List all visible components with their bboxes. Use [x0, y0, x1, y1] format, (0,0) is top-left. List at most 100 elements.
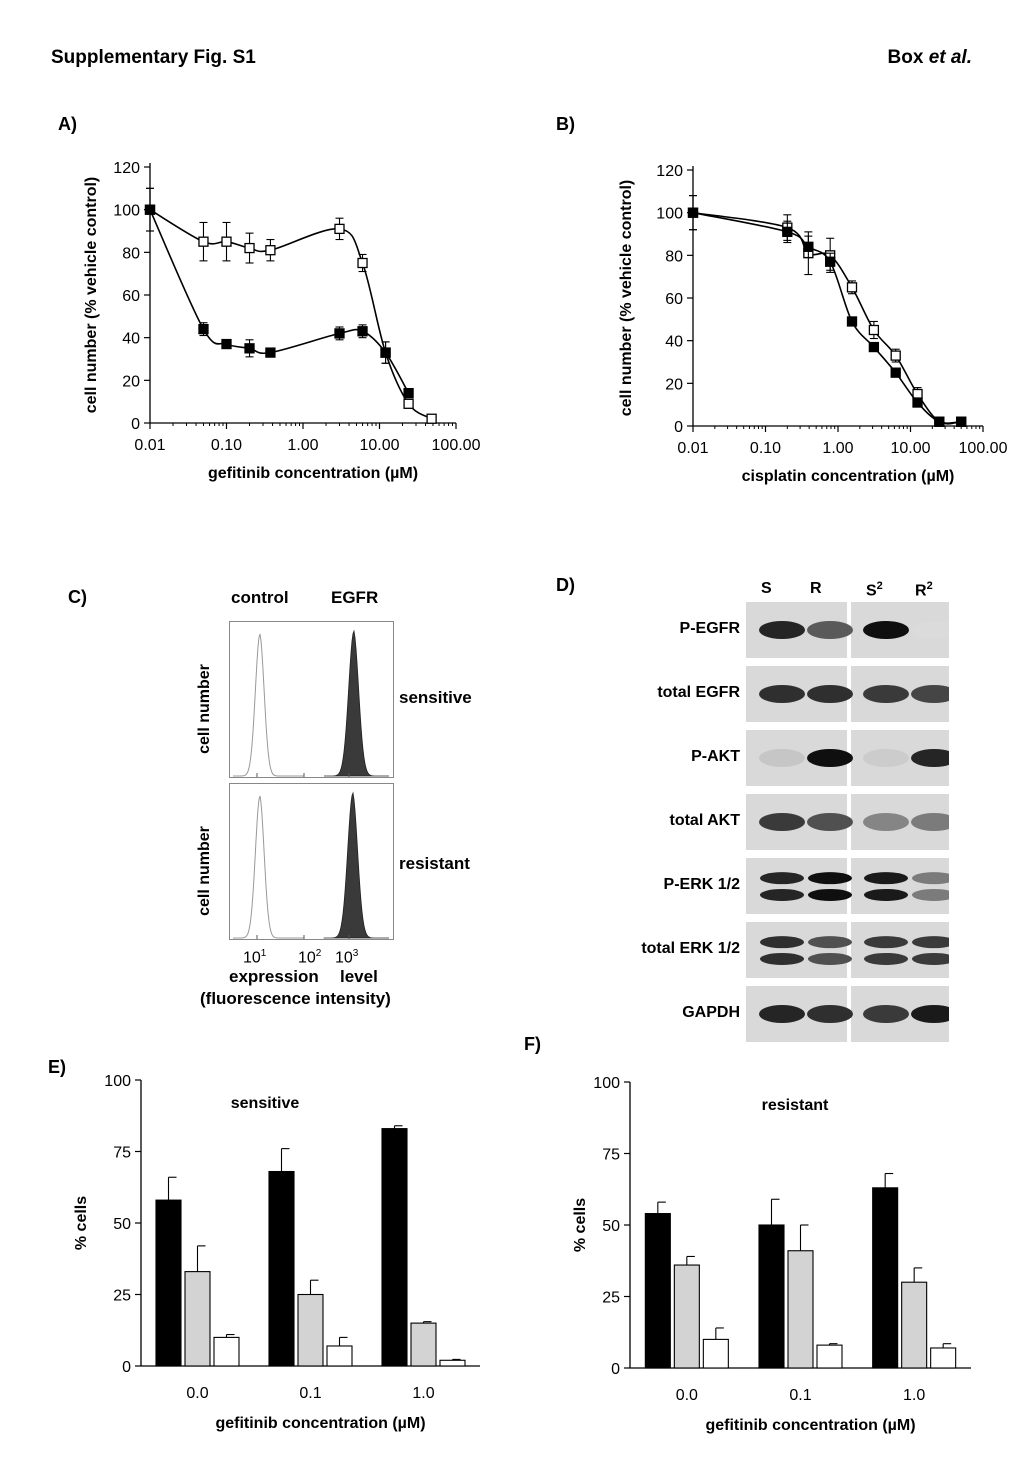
- data-point: [244, 343, 255, 354]
- lane-label-s: S: [761, 580, 772, 597]
- x-tick-label: 0.01: [134, 437, 165, 454]
- data-point: [334, 328, 345, 339]
- blot-band: [911, 1005, 949, 1023]
- bar: [410, 1322, 437, 1367]
- blot-row-label: P-EGFR: [679, 620, 740, 637]
- blot-band: [759, 1005, 805, 1023]
- y-axis-label: % cells: [73, 1196, 90, 1250]
- x-axis-label: gefitinib concentration (µM): [208, 465, 418, 482]
- chart-title: sensitive: [231, 1095, 300, 1112]
- blot-row-label: total EGFR: [657, 684, 740, 701]
- y-tick-label: 80: [122, 245, 140, 262]
- flow-row-resistant: resistant: [399, 854, 470, 873]
- blot-band: [807, 749, 853, 767]
- x-axis-label: gefitinib concentration (µM): [705, 1417, 915, 1434]
- blot-band: [808, 872, 852, 885]
- blot-band: [807, 621, 853, 639]
- y-tick-label: 120: [113, 160, 140, 177]
- data-point: [403, 398, 414, 409]
- egfr-histogram: [324, 791, 389, 939]
- blot-band: [912, 936, 949, 949]
- flow-xlabel-level: level: [340, 967, 378, 986]
- data-point: [825, 256, 836, 267]
- y-tick-label: 60: [665, 291, 683, 308]
- blot-band: [912, 872, 949, 885]
- blot-band: [863, 813, 909, 831]
- y-tick-label: 100: [593, 1075, 620, 1092]
- x-tick-label: 0.1: [299, 1385, 321, 1402]
- blot-row-label: total ERK 1/2: [641, 940, 740, 957]
- bar: [184, 1271, 211, 1367]
- data-point: [221, 338, 232, 350]
- y-tick-label: 50: [113, 1216, 131, 1233]
- panel-label-e: E): [48, 1057, 66, 1077]
- bar: [930, 1347, 957, 1369]
- x-tick-label: 100.00: [432, 437, 481, 454]
- bar: [901, 1281, 928, 1369]
- bar: [213, 1336, 240, 1367]
- y-tick-label: 100: [656, 206, 683, 223]
- bar: [268, 1170, 295, 1367]
- data-point: [198, 236, 209, 247]
- data-point: [265, 245, 276, 256]
- chart-f-resistant-bars: 0 25 50 75 100 resistant 0.0 0.1 1.0 gefitinib co…: [572, 1075, 971, 1434]
- flow-xlabel-line2: (fluorescence intensity): [200, 989, 391, 1008]
- bar: [297, 1293, 324, 1367]
- flow-tick-2: 102: [298, 948, 322, 967]
- figure-title: Supplementary Fig. S1: [51, 47, 256, 68]
- panel-label-f: F): [524, 1034, 541, 1054]
- x-tick-label: 1.00: [822, 440, 853, 457]
- y-tick-label: 20: [665, 376, 683, 393]
- bar: [155, 1199, 182, 1367]
- data-point: [198, 323, 209, 335]
- data-point: [221, 236, 232, 247]
- histogram-resistant: [229, 783, 394, 940]
- blot-band: [759, 749, 805, 767]
- blot-band: [864, 936, 908, 949]
- data-point: [803, 241, 814, 252]
- blot-row-label: P-AKT: [691, 748, 740, 765]
- blot-band: [911, 749, 949, 767]
- data-point: [403, 387, 414, 399]
- bar: [787, 1250, 814, 1369]
- data-point: [868, 324, 880, 336]
- bar: [872, 1187, 899, 1369]
- y-tick-label: 50: [602, 1218, 620, 1235]
- x-tick-label: 1.0: [412, 1385, 434, 1402]
- data-point: [265, 347, 276, 358]
- blot-image: [746, 602, 949, 1042]
- flow-tick-3: 103: [335, 948, 359, 967]
- lane-label-r2: R2: [915, 580, 933, 600]
- lane-label-s2: S2: [866, 580, 883, 600]
- flow-row-sensitive: sensitive: [399, 688, 472, 707]
- data-point: [782, 226, 793, 238]
- bar: [758, 1224, 785, 1369]
- panel-label-a: A): [58, 114, 77, 134]
- blot-band: [760, 952, 804, 965]
- blot-band: [863, 621, 909, 639]
- x-tick-label: 1.0: [903, 1387, 925, 1404]
- x-axis-label: cisplatin concentration (µM): [742, 468, 955, 485]
- data-point: [846, 282, 858, 293]
- bar: [326, 1345, 353, 1367]
- authors: Box et al.: [887, 47, 973, 68]
- data-point: [334, 223, 345, 235]
- x-tick-label: 0.0: [186, 1385, 208, 1402]
- chart-b-cisplatin-viability: 0 20 40 60 80 100 120 0.01 0.10 1.00 10.00 100.00ci…: [618, 163, 1008, 485]
- panel-label-b: B): [556, 114, 575, 134]
- x-tick-label: 0.0: [676, 1387, 698, 1404]
- blot-band: [912, 888, 949, 901]
- y-tick-label: 40: [122, 331, 140, 348]
- y-tick-label: 60: [122, 288, 140, 305]
- flow-xlabel-expression: expression: [229, 967, 319, 986]
- blot-row-label: total AKT: [669, 812, 740, 829]
- y-tick-label: 100: [104, 1073, 131, 1090]
- blot-band: [759, 621, 805, 639]
- x-tick-label: 100.00: [959, 440, 1008, 457]
- data-point: [846, 316, 858, 327]
- bar: [702, 1338, 729, 1369]
- chart-e-sensitive-bars: 0 25 50 75 100 sensitive 0.0 0.1 1.0 gefitinib co…: [73, 1073, 480, 1432]
- data-point: [934, 416, 945, 427]
- y-tick-label: 80: [665, 248, 683, 265]
- x-tick-label: 0.1: [789, 1387, 811, 1404]
